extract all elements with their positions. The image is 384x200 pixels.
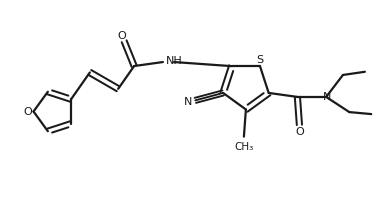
Text: O: O (23, 107, 32, 117)
Text: S: S (257, 55, 263, 65)
Text: N: N (323, 91, 331, 101)
Text: O: O (295, 127, 304, 137)
Text: N: N (184, 96, 192, 106)
Text: O: O (118, 31, 127, 41)
Text: NH: NH (166, 56, 183, 66)
Text: CH₃: CH₃ (234, 142, 253, 152)
